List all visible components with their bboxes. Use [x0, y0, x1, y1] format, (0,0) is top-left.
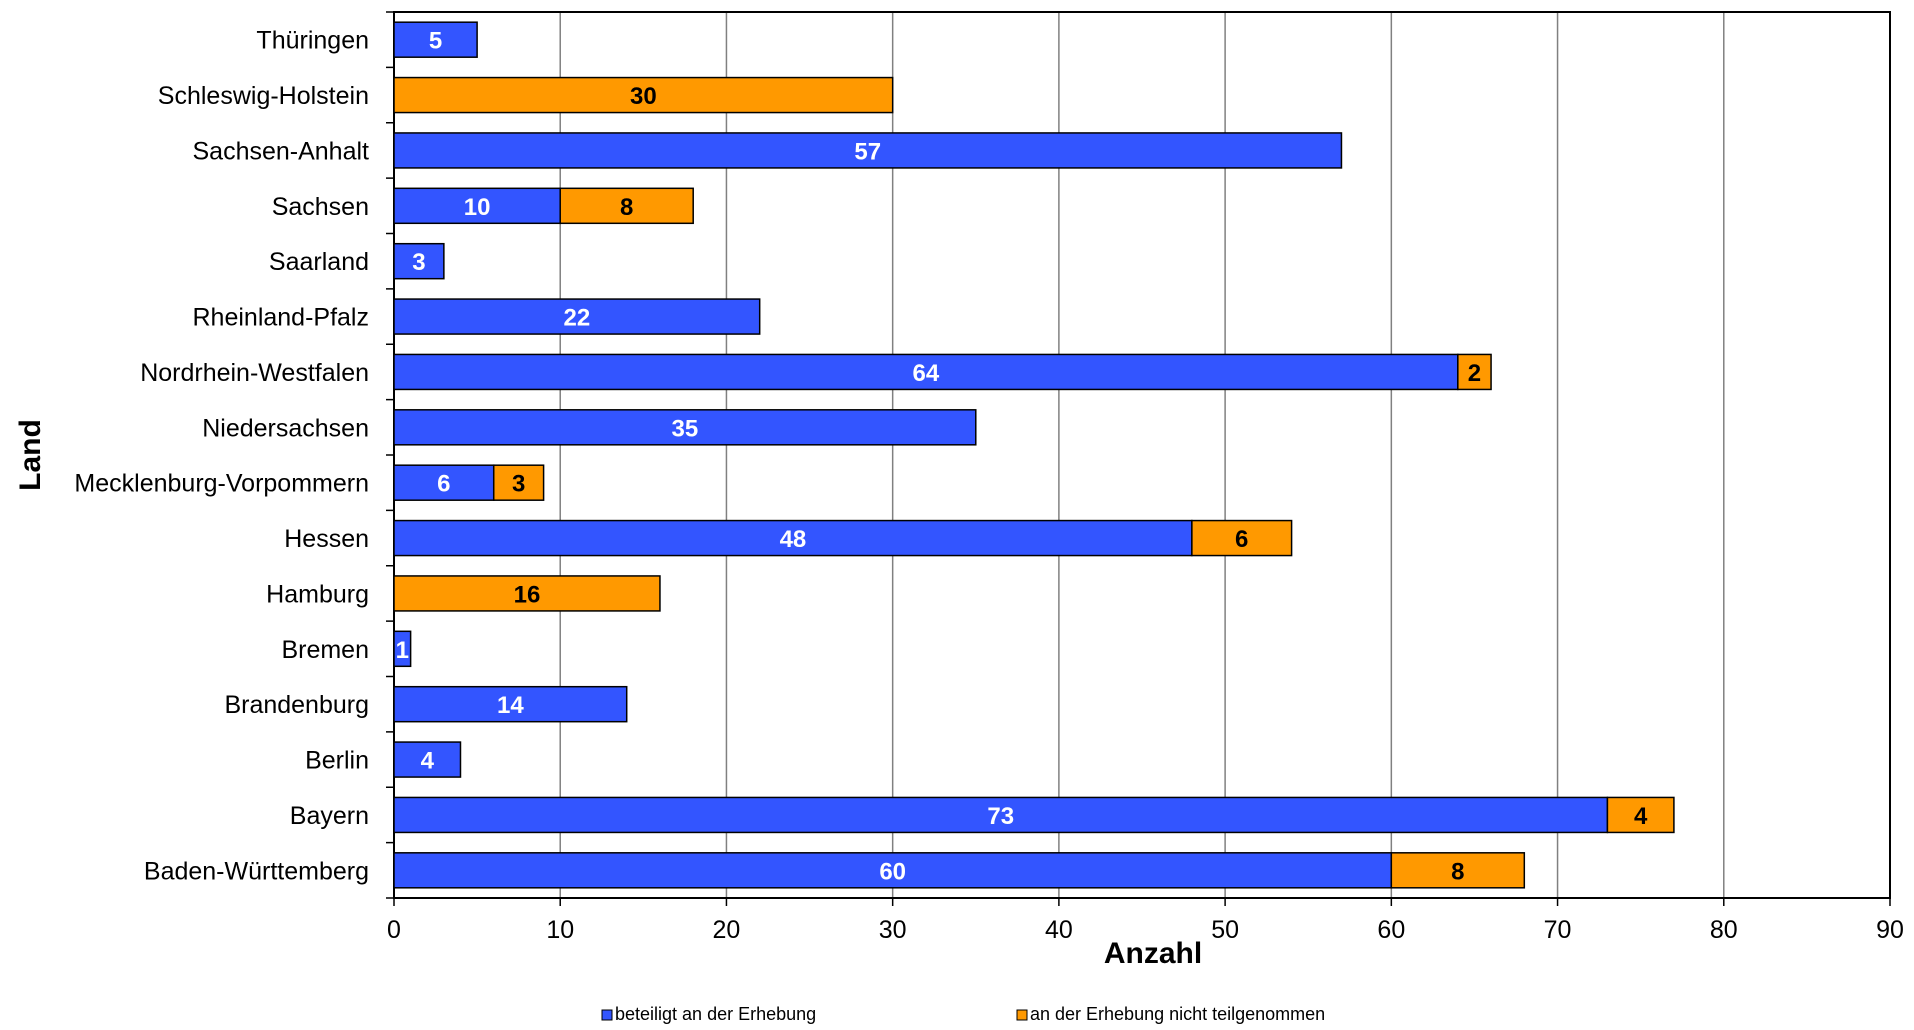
category-label: Sachsen-Anhalt: [192, 137, 369, 165]
bar-segment-not-participated: [393, 575, 661, 612]
bar-value-label: 4: [1634, 803, 1648, 830]
category-label: Berlin: [305, 747, 369, 775]
bar-value-label: 1: [396, 637, 409, 664]
bar-value-label: 2: [1468, 360, 1481, 387]
category-label: Sachsen: [272, 193, 369, 221]
bar-value-label: 14: [497, 692, 524, 719]
bar-segment-not-participated: [1390, 852, 1526, 889]
bar-value-label: 3: [412, 249, 425, 276]
bar-segment-participated: [393, 21, 478, 58]
bar-segment-participated: [393, 630, 412, 668]
bar-value-label: 30: [630, 83, 657, 110]
x-axis-title: Anzahl: [1104, 937, 1202, 970]
x-tick-label: 70: [1544, 916, 1572, 944]
bar-segment-participated: [393, 685, 628, 723]
bar-segment-not-participated: [393, 76, 894, 114]
category-label: Hessen: [284, 525, 369, 553]
bar-segment-participated: [393, 298, 761, 335]
category-labels: Baden-Württemberg Bayern Berlin Brandenburg…: [74, 11, 394, 899]
category-label: Brandenburg: [224, 691, 369, 719]
x-tick-label: 30: [879, 916, 907, 944]
bar-segment-not-participated: [1606, 796, 1675, 834]
x-tick-label: 10: [546, 916, 574, 944]
bar-value-label: 8: [1451, 858, 1464, 885]
x-tick-label: 40: [1045, 916, 1073, 944]
bar-value-label: 6: [437, 471, 450, 498]
bar-value-label: 48: [780, 526, 807, 553]
bar-value-label: 73: [987, 803, 1014, 830]
bar-value-label: 35: [672, 415, 699, 442]
bar-segment-not-participated: [1191, 519, 1293, 557]
x-tick-label: 90: [1876, 916, 1904, 944]
bar-segment-not-participated: [1457, 353, 1492, 391]
bar-segment-participated: [393, 353, 1459, 391]
x-tick-label: 60: [1377, 916, 1405, 944]
bar-value-label: 8: [620, 194, 633, 221]
category-label: Rheinland-Pfalz: [193, 304, 370, 332]
bar-value-label: 10: [464, 194, 491, 221]
x-tick-label: 50: [1211, 916, 1239, 944]
bar-value-label: 3: [512, 471, 525, 498]
category-label: Nordrhein-Westfalen: [140, 359, 369, 387]
category-label: Bremen: [281, 636, 369, 664]
category-label: Hamburg: [266, 580, 369, 608]
category-label: Saarland: [269, 248, 369, 276]
legend: beteiligt an der Erhebung an der Erhebung…: [601, 1004, 1325, 1024]
category-label: Schleswig-Holstein: [158, 82, 369, 110]
category-label: Baden-Württemberg: [144, 857, 369, 885]
bar-segment-not-participated: [559, 187, 694, 225]
bar-segment-participated: [393, 464, 495, 501]
bar-segment-participated: [393, 132, 1343, 169]
bar-value-label: 6: [1235, 526, 1248, 553]
bar-segment-participated: [393, 519, 1193, 557]
legend-label: an der Erhebung nicht teilgenommen: [1030, 1004, 1325, 1024]
legend-swatch: [1016, 1009, 1028, 1021]
bar-segment-participated: [393, 242, 445, 280]
bar-value-label: 5: [429, 28, 442, 55]
legend-swatch: [601, 1009, 613, 1021]
bar-value-label: 4: [421, 748, 435, 775]
x-tick-label: 0: [387, 916, 401, 944]
category-label: Mecklenburg-Vorpommern: [74, 470, 369, 498]
bar-segment-participated: [393, 409, 977, 446]
x-tick-label: 20: [713, 916, 741, 944]
bar-value-label: 16: [514, 581, 541, 608]
bar-value-label: 60: [879, 858, 906, 885]
x-tick-label: 80: [1710, 916, 1738, 944]
bar-value-label: 64: [913, 360, 940, 387]
bar-segment-participated: [393, 852, 1393, 889]
category-label: Thüringen: [256, 27, 369, 55]
y-axis-title: Land: [14, 419, 47, 491]
category-label: Bayern: [290, 802, 369, 830]
bar-segment-participated: [393, 187, 561, 225]
bar-segment-not-participated: [492, 464, 545, 501]
category-label: Niedersachsen: [202, 414, 369, 442]
legend-label: beteiligt an der Erhebung: [615, 1004, 816, 1024]
bar-segment-participated: [393, 741, 462, 778]
bar-value-label: 57: [854, 138, 881, 165]
bar-value-label: 22: [563, 305, 590, 332]
x-tick-labels: 0 10 20 30 40 50 60 70 80 90: [387, 898, 1904, 944]
